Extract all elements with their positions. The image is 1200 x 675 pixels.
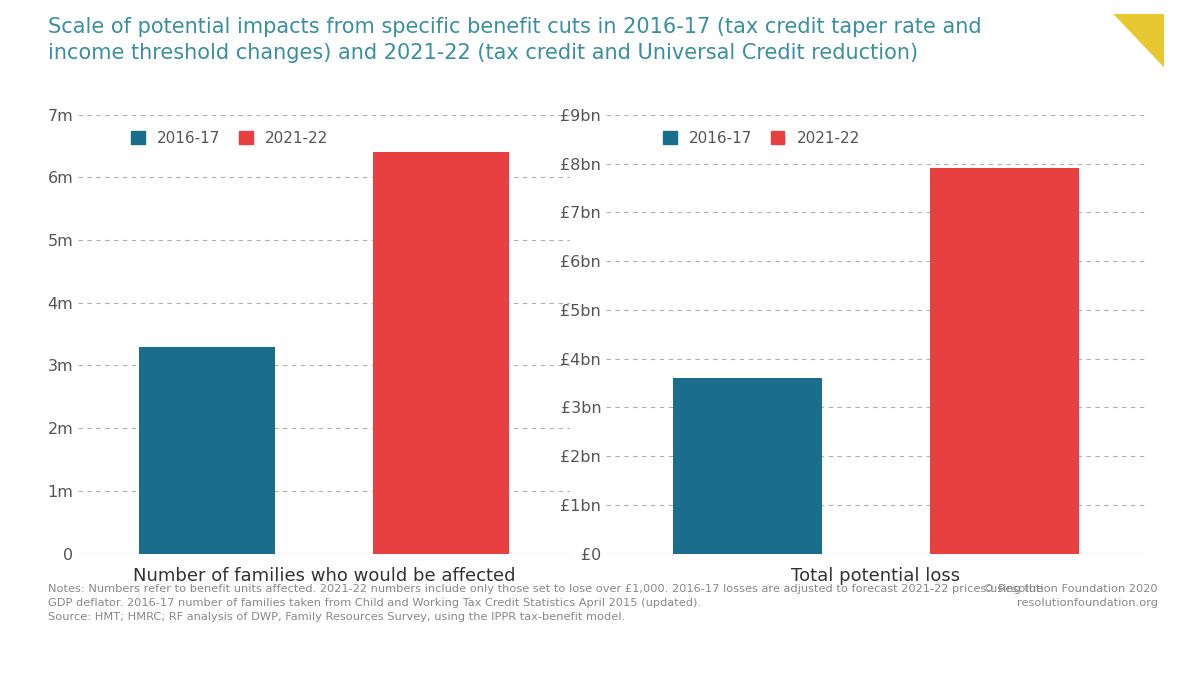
Bar — [373, 153, 509, 554]
Legend: 2016-17, 2021-22: 2016-17, 2021-22 — [656, 125, 866, 152]
Bar — [930, 168, 1079, 554]
X-axis label: Number of families who would be affected: Number of families who would be affected — [133, 568, 515, 585]
Text: Scale of potential impacts from specific benefit cuts in 2016-17 (tax credit tap: Scale of potential impacts from specific… — [48, 17, 982, 63]
Bar — [139, 347, 275, 554]
Polygon shape — [1114, 14, 1164, 66]
Text: Notes: Numbers refer to benefit units affected. 2021-22 numbers include only tho: Notes: Numbers refer to benefit units af… — [48, 584, 1043, 622]
Text: © Resolution Foundation 2020
resolutionfoundation.org: © Resolution Foundation 2020 resolutionf… — [983, 584, 1158, 608]
X-axis label: Total potential loss: Total potential loss — [792, 568, 960, 585]
Text: RF: RF — [1097, 56, 1139, 84]
Legend: 2016-17, 2021-22: 2016-17, 2021-22 — [125, 125, 334, 152]
Bar — [673, 378, 822, 554]
